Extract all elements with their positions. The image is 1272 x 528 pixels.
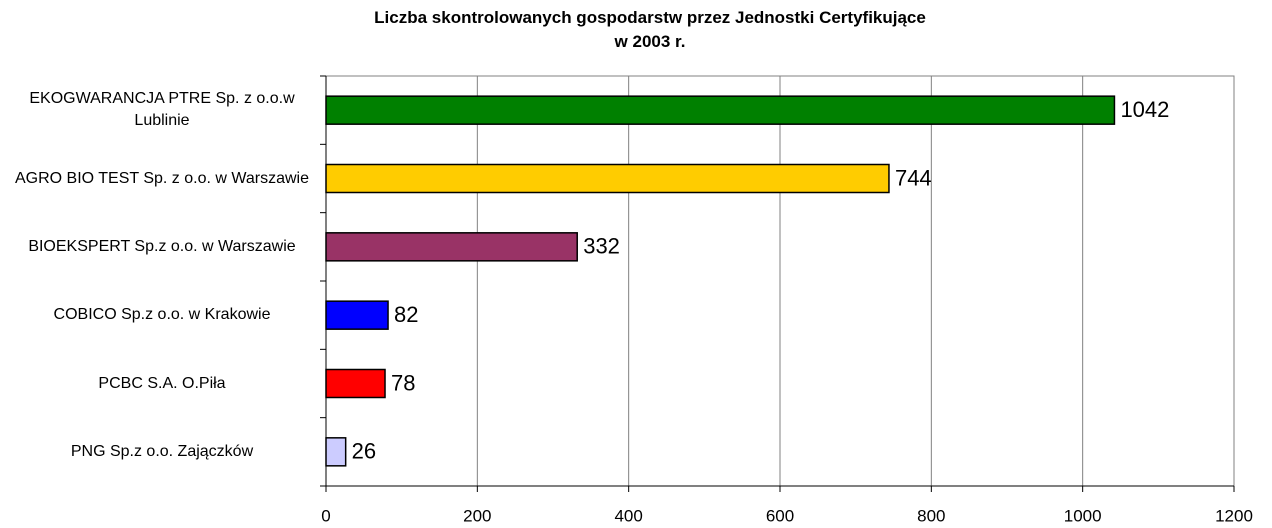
x-tick-label: 600 <box>766 506 794 525</box>
y-tick-label: PNG Sp.z o.o. Zajączków <box>70 442 254 460</box>
bar <box>325 300 389 330</box>
y-tick-label: BIOEKSPERT Sp.z o.o. w Warszawie <box>28 237 296 255</box>
x-tick-label: 200 <box>463 506 491 525</box>
x-tick-label: 1200 <box>1215 506 1253 525</box>
x-tick-label: 800 <box>917 506 945 525</box>
y-tick-label: PCBC S.A. O.Piła <box>98 374 226 392</box>
value-label: 744 <box>895 165 932 190</box>
value-label: 82 <box>394 302 418 327</box>
bar <box>325 437 347 467</box>
bar <box>325 95 1116 125</box>
value-label: 332 <box>583 234 620 259</box>
bar <box>325 163 890 194</box>
bar <box>325 232 578 262</box>
value-label: 78 <box>391 370 415 395</box>
value-label: 26 <box>352 439 376 464</box>
y-tick-label: EKOGWARANCJA PTRE Sp. z o.o.w Lublinie <box>29 90 295 130</box>
y-tick-label: COBICO Sp.z o.o. w Krakowie <box>53 306 271 324</box>
x-tick-label: 1000 <box>1064 506 1102 525</box>
x-tick-label: 400 <box>614 506 642 525</box>
y-tick-label: AGRO BIO TEST Sp. z o.o. w Warszawie <box>14 169 309 187</box>
bar <box>325 368 386 399</box>
value-label: 1042 <box>1120 97 1169 122</box>
x-tick-label: 0 <box>321 506 330 525</box>
chart-title: Liczba skontrolowanych gospodarstw przez… <box>374 8 926 51</box>
